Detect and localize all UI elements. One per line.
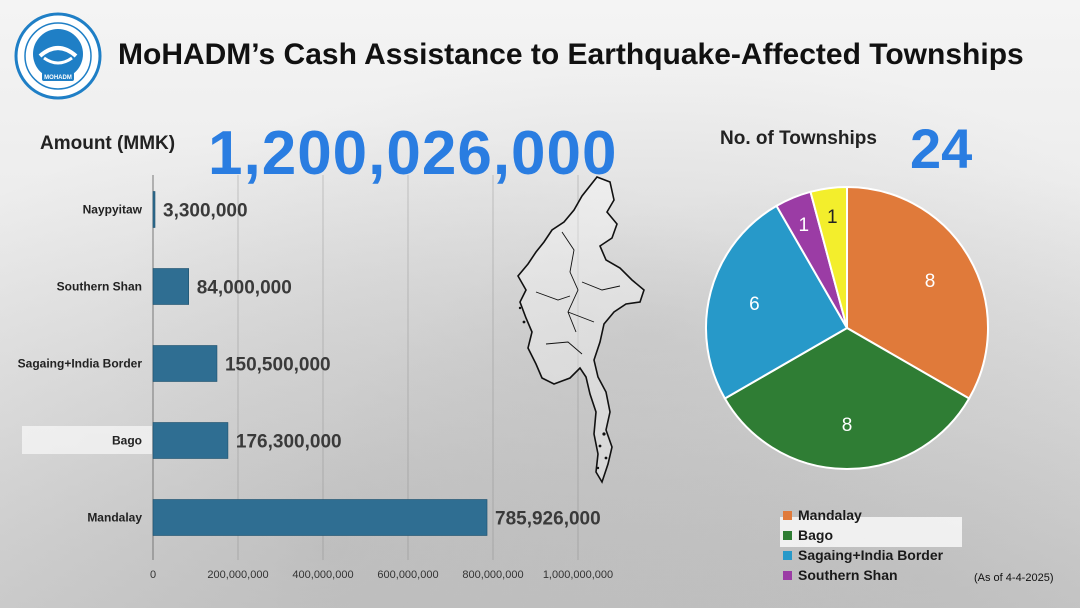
legend-item: Bago <box>783 525 943 545</box>
x-tick-label: 800,000,000 <box>462 569 523 581</box>
bar <box>152 499 488 536</box>
townships-total: 24 <box>910 117 973 180</box>
mohadm-logo-icon: MOHADM <box>14 12 102 100</box>
legend-swatch <box>783 530 792 540</box>
value-label: 785,926,000 <box>495 509 601 530</box>
townships-label: No. of Townships <box>720 128 877 149</box>
bar <box>152 191 156 228</box>
pie-slice <box>846 185 989 400</box>
pie-value-label: 8 <box>925 271 936 292</box>
page-title: MoHADM’s Cash Assistance to Earthquake-A… <box>118 38 1024 71</box>
legend-swatch <box>783 510 792 520</box>
legend-swatch <box>783 550 792 560</box>
category-label: Southern Shan <box>57 280 142 294</box>
bar <box>152 422 229 459</box>
label-highlight-box <box>22 426 152 454</box>
x-tick-label: 600,000,000 <box>377 569 438 581</box>
pie-value-label: 1 <box>827 207 838 228</box>
value-label: 150,500,000 <box>225 355 331 376</box>
legend-item: Southern Shan <box>783 565 943 585</box>
legend-label: Sagaing+India Border <box>798 547 944 563</box>
legend-item: Sagaing+India Border <box>783 545 943 565</box>
legend-label: Bago <box>798 527 833 543</box>
pie-legend: Mandalay Bago Sagaing+India Border Southern… <box>783 505 943 585</box>
bar-chart: 0 200,000,000 400,000,000 600,000,000 800,00… <box>18 175 613 581</box>
legend-item: Mandalay <box>783 505 943 525</box>
category-label: Bago <box>112 434 142 448</box>
value-label: 3,300,000 <box>163 201 248 222</box>
pie-value-label: 1 <box>799 215 810 236</box>
date-note: (As of 4-4-2025) <box>974 572 1054 584</box>
pie-slice <box>809 185 848 329</box>
pie-slice <box>705 204 849 400</box>
value-label: 84,000,000 <box>197 278 292 299</box>
pie-value-label: 6 <box>749 294 760 315</box>
x-tick-label: 200,000,000 <box>207 569 268 581</box>
legend-highlight-box <box>780 517 962 547</box>
legend-label: Mandalay <box>798 507 862 523</box>
bar <box>152 345 218 382</box>
x-tick-label: 1,000,000,000 <box>543 569 613 581</box>
total-amount: 1,200,026,000 <box>208 119 618 188</box>
x-tick-label: 0 <box>150 569 156 581</box>
value-label: 176,300,000 <box>236 432 342 453</box>
x-tick-label: 400,000,000 <box>292 569 353 581</box>
legend-swatch <box>783 570 792 580</box>
myanmar-map-icon <box>517 176 645 484</box>
legend-label: Southern Shan <box>798 567 898 583</box>
logo-text: MOHADM <box>44 75 72 81</box>
amount-label: Amount (MMK) <box>40 133 176 154</box>
category-label: Sagaing+India Border <box>18 357 143 371</box>
category-label: Mandalay <box>87 511 142 525</box>
bar <box>152 268 190 305</box>
pie-chart: 8 8 6 1 1 <box>705 185 989 470</box>
category-label: Naypyitaw <box>83 203 143 217</box>
pie-value-label: 8 <box>842 415 853 436</box>
